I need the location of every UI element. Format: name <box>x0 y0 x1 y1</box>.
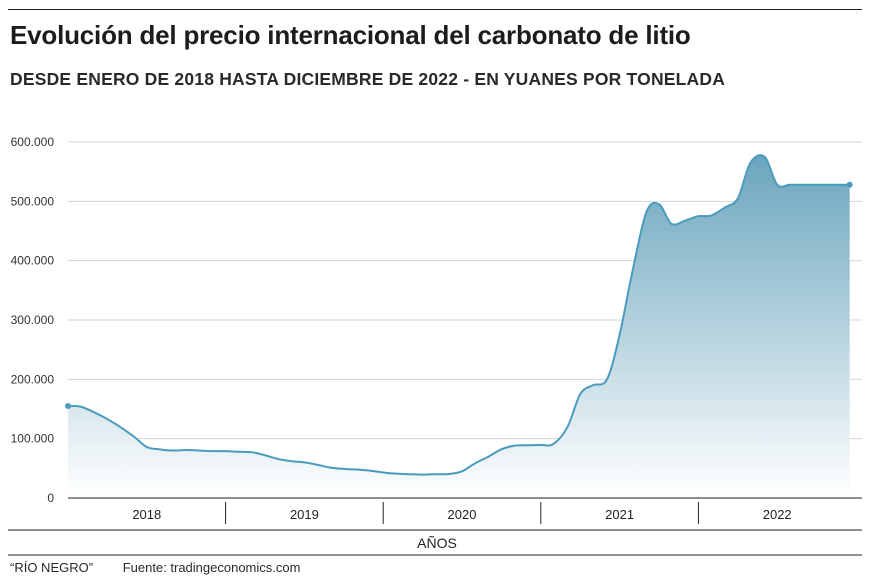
x-axis-label: AÑOS <box>417 535 457 551</box>
y-tick-label: 500.000 <box>11 194 55 208</box>
footer: “RÍO NEGRO” Fuente: tradingeconomics.com <box>10 560 300 575</box>
x-year-label: 2020 <box>448 507 477 522</box>
y-tick-label: 0 <box>47 491 54 505</box>
chart-subtitle: DESDE ENERO DE 2018 HASTA DICIEMBRE DE 2… <box>10 69 726 89</box>
series-line <box>67 154 850 476</box>
series-end-point <box>846 181 853 188</box>
top-rule <box>8 9 862 10</box>
x-year-label: 2022 <box>763 507 792 522</box>
x-year-label: 2018 <box>132 507 161 522</box>
publisher-credit: “RÍO NEGRO” <box>10 560 94 575</box>
series-start-point <box>65 403 71 410</box>
y-tick-label: 600.000 <box>11 135 55 149</box>
y-tick-label: 200.000 <box>11 372 55 386</box>
y-tick-label: 300.000 <box>11 313 55 327</box>
x-year-label: 2019 <box>290 507 319 522</box>
source-credit: Fuente: tradingeconomics.com <box>122 560 301 575</box>
chart-title: Evolución del precio internacional del c… <box>10 20 691 50</box>
series-area <box>68 155 850 498</box>
y-tick-label: 100.000 <box>11 432 55 446</box>
y-tick-label: 400.000 <box>11 254 55 268</box>
lithium-price-chart: 0 100.000 200.000 300.000 400.000 500.000 600.… <box>8 135 862 556</box>
x-year-label: 2021 <box>605 507 634 522</box>
